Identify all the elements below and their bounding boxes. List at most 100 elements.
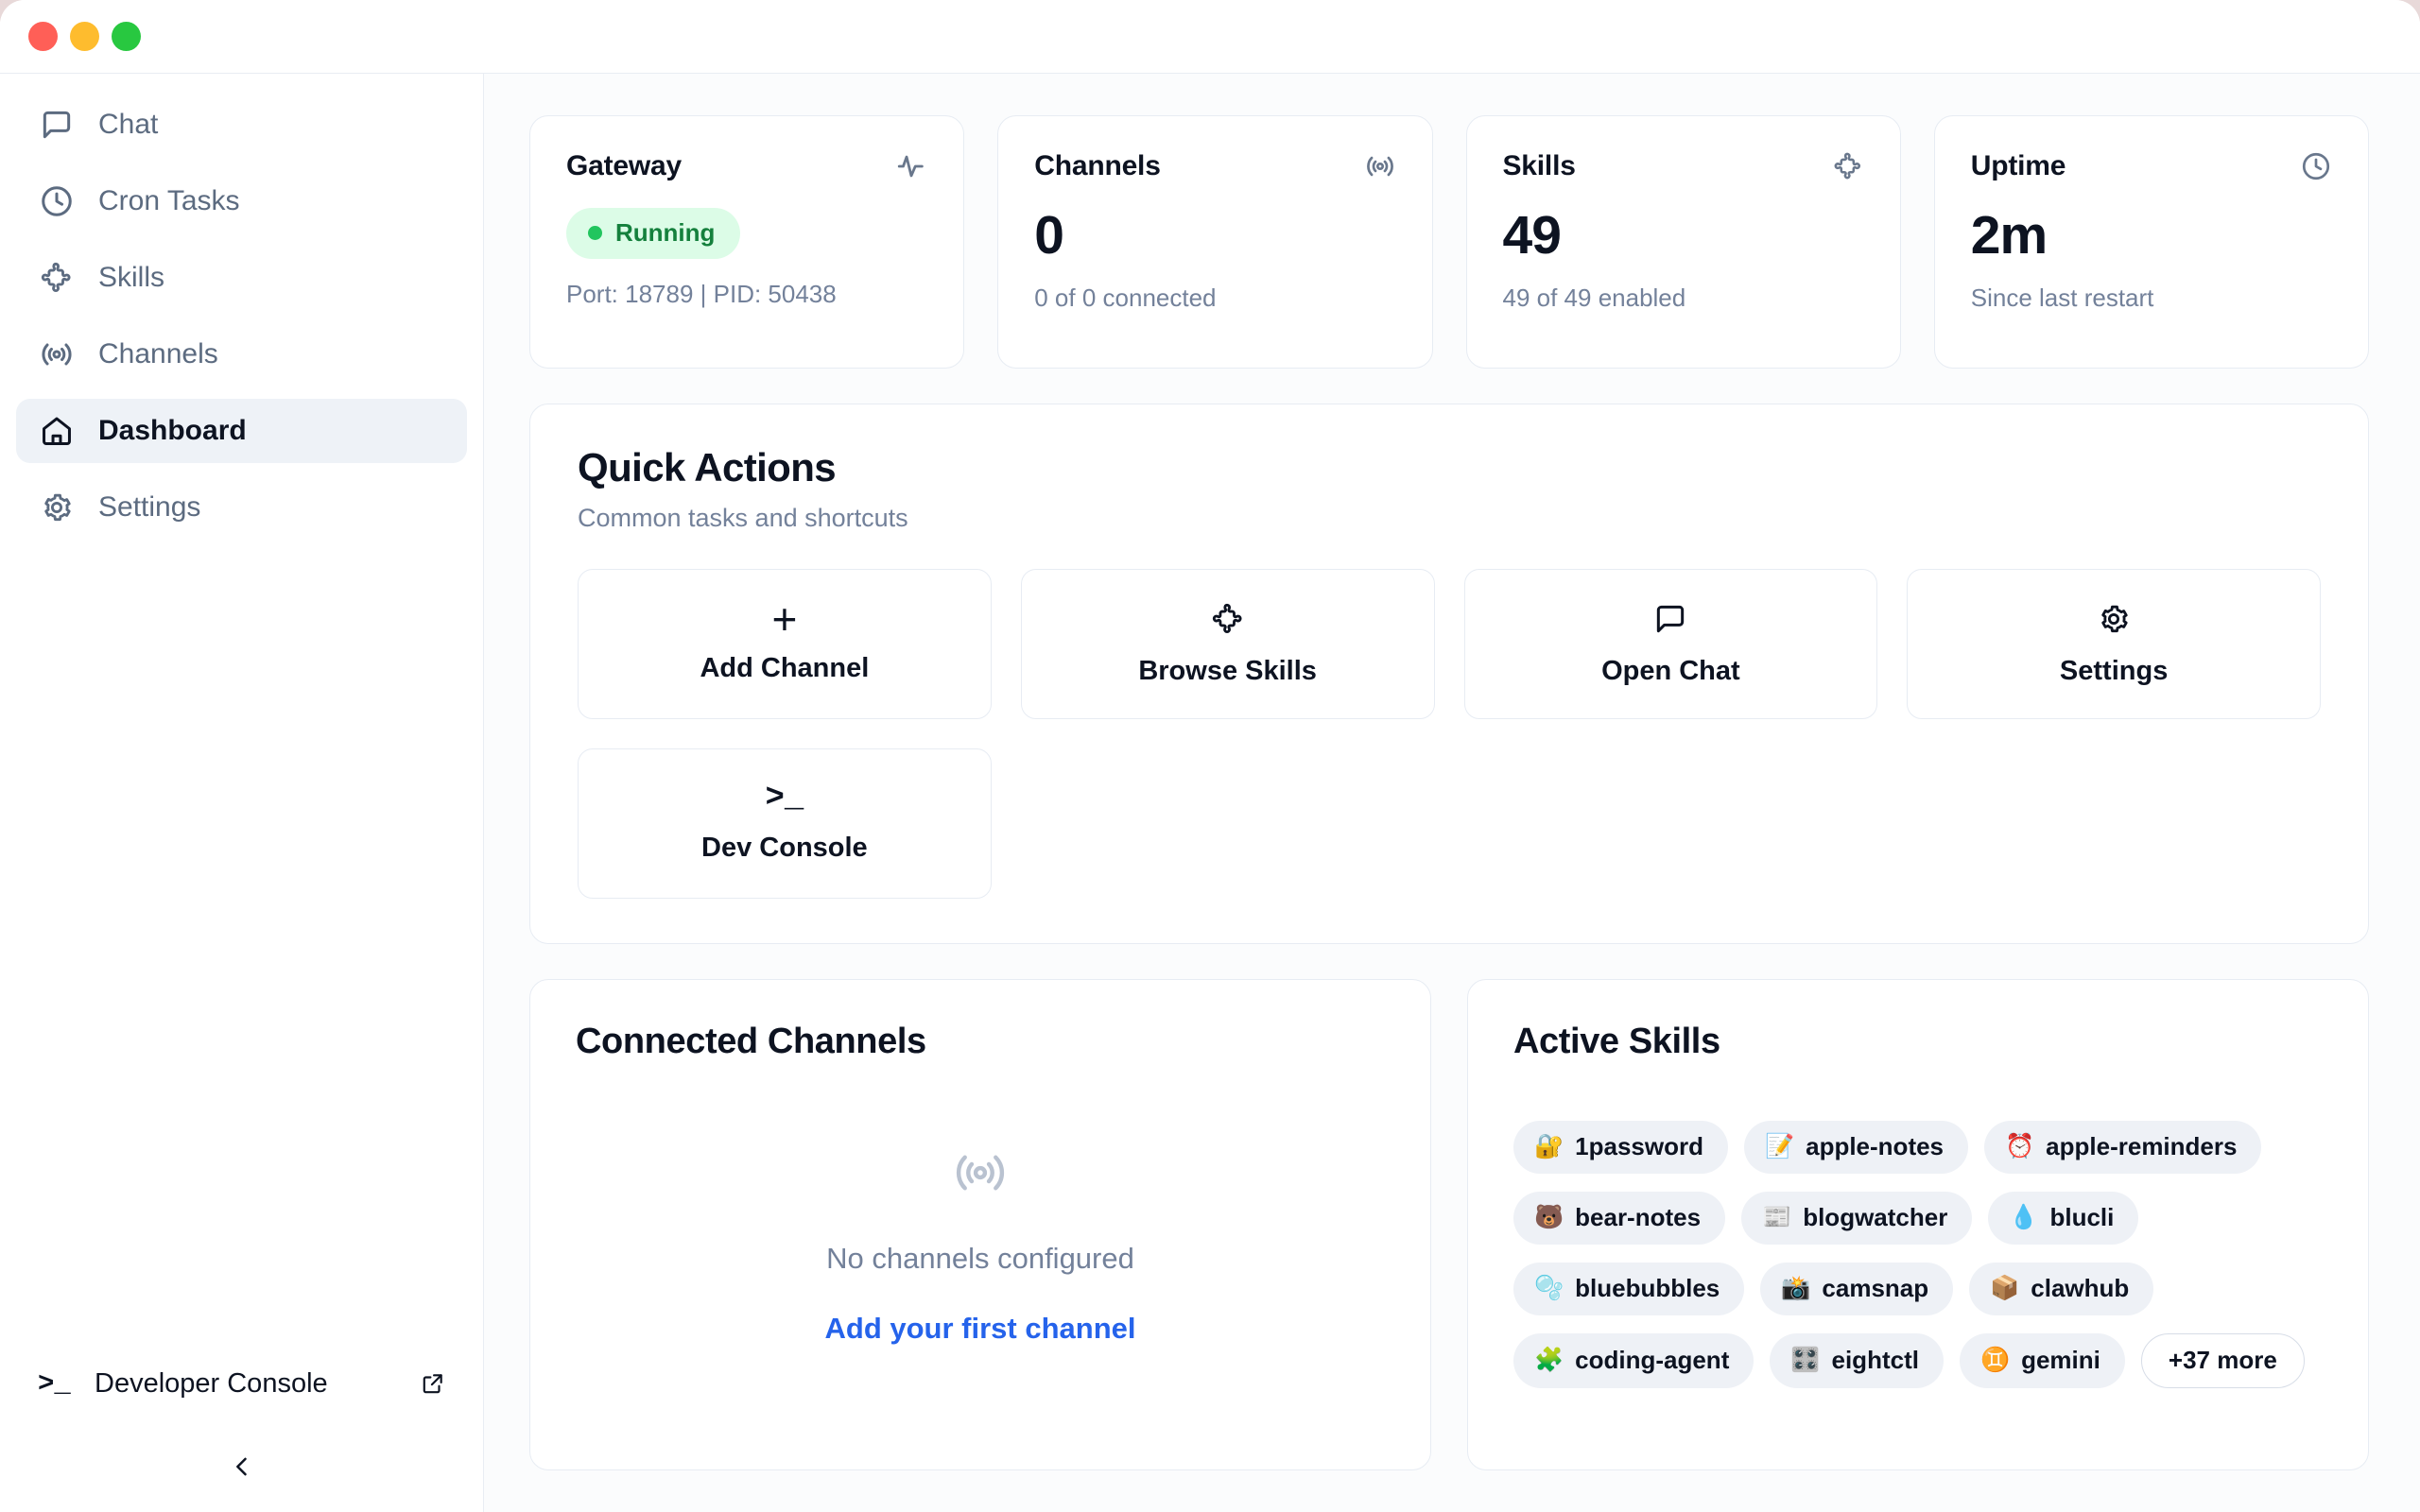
add-channel-button[interactable]: + Add Channel — [578, 569, 992, 719]
stat-card-value: 2m — [1970, 205, 2048, 266]
skill-chip-label: 1password — [1575, 1132, 1703, 1160]
sidebar-item-settings[interactable]: Settings — [16, 475, 467, 540]
broadcast-icon — [951, 1143, 1010, 1202]
sidebar-item-label: Settings — [98, 491, 201, 523]
sidebar-item-label: Chat — [98, 109, 159, 140]
developer-console-button[interactable]: >_ Developer Console — [0, 1346, 483, 1421]
skill-chip[interactable]: ♊ gemini — [1959, 1333, 2125, 1388]
skill-chip[interactable]: 📝 apple-notes — [1743, 1121, 1969, 1174]
dev-console-button[interactable]: >_ Dev Console — [578, 748, 992, 899]
active-skills-panel: Active Skills 🔐 1password 📝 apple-notes … — [1467, 979, 2369, 1470]
plus-icon: + — [771, 594, 798, 644]
browse-skills-button[interactable]: Browse Skills — [1020, 569, 1435, 719]
gear-icon — [2096, 601, 2132, 637]
skill-chip-label: coding-agent — [1575, 1346, 1730, 1374]
status-badge-label: Running — [615, 218, 716, 247]
skill-chip-label: apple-notes — [1806, 1132, 1945, 1160]
skill-chip-label: blucli — [2049, 1203, 2115, 1231]
stat-card-channels: Channels 0 0 of 0 connected — [997, 115, 1433, 369]
skill-chip[interactable]: 🔐 1password — [1513, 1121, 1728, 1174]
sidebar-item-dashboard[interactable]: Dashboard — [16, 399, 467, 463]
sidebar-item-label: Dashboard — [98, 415, 247, 446]
stat-card-uptime: Uptime 2m Since last restart — [1933, 115, 2369, 369]
sidebar-item-cron-tasks[interactable]: Cron Tasks — [16, 169, 467, 233]
broadcast-icon — [39, 336, 75, 372]
quick-actions-title: Quick Actions — [578, 445, 837, 490]
open-chat-button[interactable]: Open Chat — [1463, 569, 1878, 719]
chat-bubble-icon — [1652, 601, 1688, 637]
skill-chip[interactable]: 🫧 bluebubbles — [1513, 1263, 1745, 1315]
skill-emoji-icon: 🐻 — [1534, 1204, 1564, 1230]
empty-state: No channels configured Add your first ch… — [576, 1143, 1385, 1346]
panel-title: Connected Channels — [576, 1022, 926, 1061]
stat-card-value: 49 — [1502, 205, 1562, 266]
skill-chip[interactable]: 📰 blogwatcher — [1741, 1192, 1973, 1245]
broadcast-icon — [1364, 150, 1396, 182]
settings-button[interactable]: Settings — [1907, 569, 2321, 719]
sidebar-item-chat[interactable]: Chat — [16, 93, 467, 157]
stat-card-subtext: 49 of 49 enabled — [1502, 284, 1686, 312]
skill-chip[interactable]: 🐻 bear-notes — [1513, 1192, 1726, 1245]
skill-emoji-icon: ⏰ — [2005, 1133, 2035, 1160]
main-content: Gateway Running Port: 18789 | PID: 50438 — [484, 74, 2420, 1512]
quick-actions-subtitle: Common tasks and shortcuts — [578, 504, 908, 532]
skill-chip[interactable]: 📸 camsnap — [1760, 1263, 1954, 1315]
close-window-button[interactable] — [28, 22, 58, 51]
skill-chip[interactable]: 💧 blucli — [1988, 1192, 2139, 1245]
skill-chip[interactable]: ⏰ apple-reminders — [1984, 1121, 2262, 1174]
stat-card-title: Channels — [1034, 150, 1161, 181]
puzzle-icon — [1832, 150, 1864, 182]
skill-chip[interactable]: 📦 clawhub — [1969, 1263, 2154, 1315]
empty-state-message: No channels configured — [826, 1242, 1134, 1275]
quick-actions-panel: Quick Actions Common tasks and shortcuts… — [529, 404, 2369, 944]
connected-channels-panel: Connected Channels No channels configure… — [529, 979, 1431, 1470]
skill-emoji-icon: 🎛️ — [1790, 1347, 1821, 1373]
maximize-window-button[interactable] — [112, 22, 141, 51]
stat-card-skills: Skills 49 49 of 49 enabled — [1465, 115, 1901, 369]
skill-emoji-icon: 📰 — [1762, 1204, 1792, 1230]
app-body: Chat Cron Tasks — [0, 74, 2420, 1512]
sidebar-item-label: Channels — [98, 338, 218, 369]
terminal-icon: >_ — [765, 781, 804, 816]
clock-icon — [39, 183, 75, 219]
more-skills-chip[interactable]: +37 more — [2140, 1333, 2305, 1388]
home-icon — [39, 413, 75, 449]
chat-bubble-icon — [39, 107, 75, 143]
minimize-window-button[interactable] — [70, 22, 99, 51]
gear-icon — [39, 490, 75, 525]
window-titlebar — [0, 0, 2420, 74]
skill-emoji-icon: 🧩 — [1534, 1347, 1564, 1373]
sidebar-item-skills[interactable]: Skills — [16, 246, 467, 310]
skill-emoji-icon: 📦 — [1990, 1275, 2020, 1301]
puzzle-icon — [39, 260, 75, 296]
puzzle-icon — [1210, 601, 1246, 637]
sidebar-nav: Chat Cron Tasks — [0, 93, 483, 552]
stat-card-header: Gateway — [566, 150, 927, 182]
stat-card-subtext: Since last restart — [1970, 284, 2154, 312]
panel-title: Active Skills — [1513, 1022, 1720, 1061]
chevron-left-icon — [229, 1453, 255, 1480]
skill-emoji-icon: 🫧 — [1534, 1275, 1564, 1301]
collapse-sidebar-button[interactable] — [0, 1421, 483, 1512]
quick-action-label: Settings — [2059, 656, 2169, 686]
stat-cards-row: Gateway Running Port: 18789 | PID: 50438 — [529, 115, 2369, 369]
stat-card-title: Uptime — [1970, 150, 2066, 181]
quick-action-label: Add Channel — [700, 653, 870, 683]
sidebar-item-channels[interactable]: Channels — [16, 322, 467, 387]
skill-chip[interactable]: 🧩 coding-agent — [1513, 1333, 1754, 1388]
stat-card-header: Channels — [1034, 150, 1395, 182]
bottom-panels: Connected Channels No channels configure… — [529, 979, 2369, 1470]
stat-card-title: Skills — [1502, 150, 1576, 181]
quick-action-label: Browse Skills — [1138, 656, 1317, 686]
quick-action-label: Dev Console — [701, 833, 868, 863]
stat-card-subtext: 0 of 0 connected — [1034, 284, 1217, 312]
add-first-channel-link[interactable]: Add your first channel — [824, 1312, 1136, 1345]
stat-card-gateway: Gateway Running Port: 18789 | PID: 50438 — [529, 115, 965, 369]
activity-pulse-icon — [895, 150, 927, 182]
skill-emoji-icon: 📸 — [1781, 1275, 1811, 1301]
skill-chip[interactable]: 🎛️ eightctl — [1770, 1333, 1944, 1388]
stat-card-title: Gateway — [566, 150, 682, 181]
stat-card-header: Uptime — [1971, 150, 2332, 182]
skill-chip-label: blogwatcher — [1803, 1203, 1948, 1231]
